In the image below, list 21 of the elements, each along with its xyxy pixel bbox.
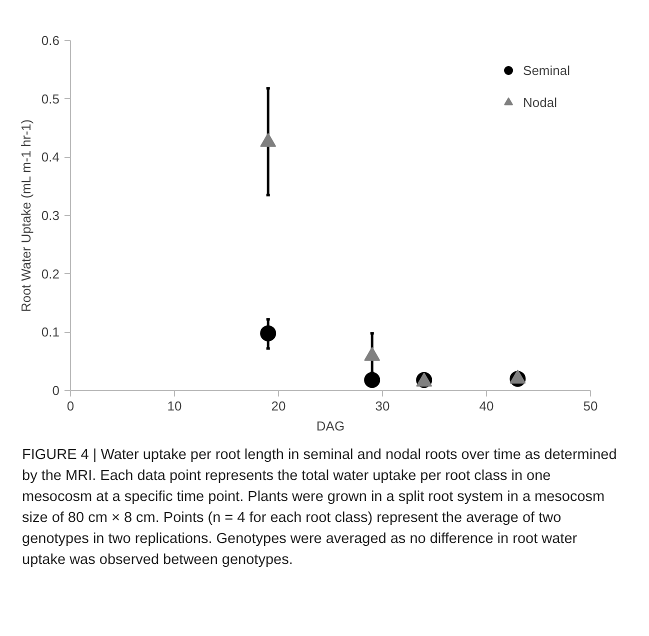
- point: [260, 325, 276, 342]
- x-tick-label: 40: [479, 398, 494, 414]
- legend-label: Seminal: [523, 62, 570, 78]
- x-tick-label: 30: [375, 398, 390, 414]
- y-tick-label: 0.1: [41, 324, 60, 340]
- y-axis-title: Root Water Uptake (mL m-1 hr-1): [18, 119, 34, 312]
- y-tick-label: 0.3: [41, 208, 60, 223]
- y-tick-label: 0.4: [41, 150, 60, 165]
- legend-label: Nodal: [523, 94, 557, 110]
- x-axis-title: DAG: [316, 418, 345, 434]
- y-tick-label: 0.2: [41, 266, 60, 282]
- y-tick-label: 0: [52, 383, 60, 398]
- y-tick-label: 0.6: [41, 33, 60, 48]
- x-tick-label: 20: [271, 398, 286, 414]
- y-tick-label: 0.5: [41, 91, 60, 106]
- x-tick-label: 0: [66, 398, 74, 414]
- x-tick-label: 50: [583, 398, 598, 414]
- point: [364, 372, 380, 388]
- point: [260, 132, 276, 147]
- caption: FIGURE 4 | Water uptake per root length in seminal and nodal roots over time as determined by the MRI. Each data point represents the total water uptake per root class in one mesocosm at a specific time point. Plants were grown in a split root system in a mesocosm size of 80 cm × 8 cm. Points (n = 4 for each root class) represent the average of two genotypes in two replications. Genotypes were averaged as no difference in root water uptake was observed between genotypes.: [22, 446, 618, 570]
- x-tick-label: 10: [167, 398, 182, 414]
